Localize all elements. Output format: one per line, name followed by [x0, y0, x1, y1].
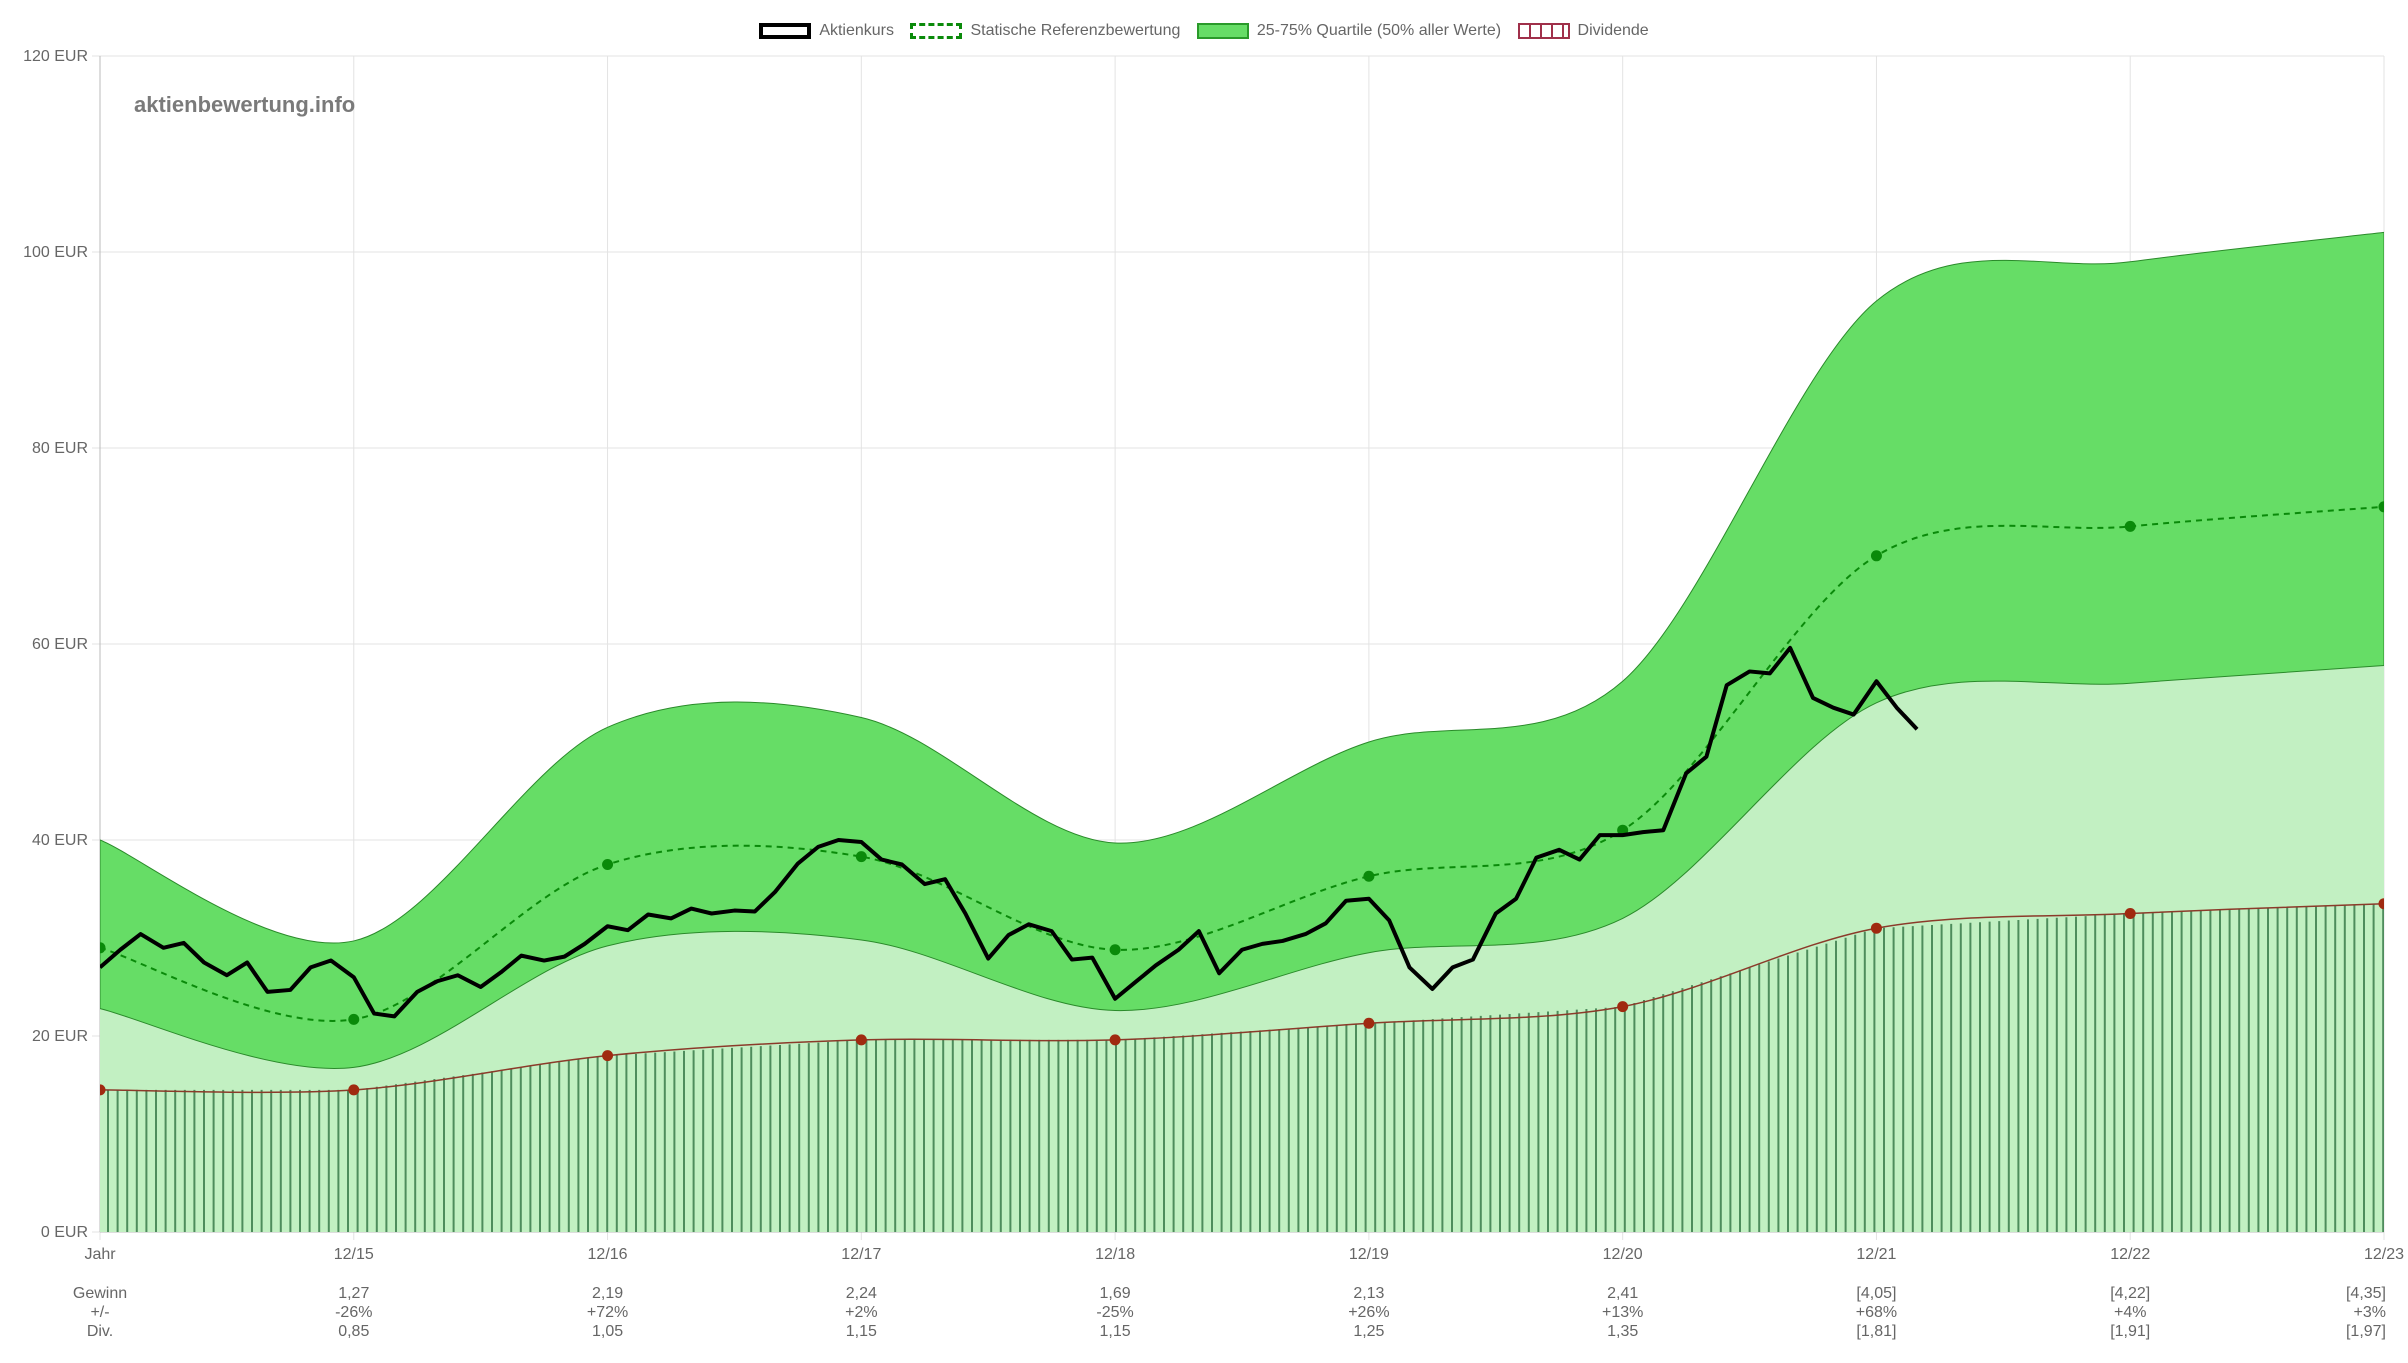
plot-area [100, 231, 2384, 1232]
legend-item-reference[interactable]: Statische Referenzbewertung [910, 22, 1180, 40]
footer-cell-div: 1,15 [1100, 1323, 1131, 1340]
y-tick-label: 80 EUR [32, 440, 88, 457]
footer-row-label: +/- [90, 1304, 109, 1321]
footer-cell-change: +72% [587, 1304, 628, 1321]
dividend-point [602, 1050, 614, 1062]
footer-row-label: Div. [87, 1323, 113, 1340]
footer-cell-change: +26% [1348, 1304, 1389, 1321]
y-tick-label: 20 EUR [32, 1028, 88, 1045]
dividend-line [100, 902, 2384, 1094]
dividend-point [1617, 1001, 1629, 1013]
x-tick-label: 12/17 [841, 1246, 881, 1263]
footer-cell-change: +3% [2354, 1304, 2386, 1321]
footer-cell-div: 1,15 [846, 1323, 877, 1340]
footer-cell-div: [1,81] [1856, 1323, 1896, 1340]
dividend-point [1109, 1034, 1121, 1046]
footer-cell-gewinn: 1,69 [1100, 1285, 1131, 1302]
x-axis: Jahr 12/15 12/16 12/17 12/18 12/19 12/20 12/21 1… [84, 1246, 2404, 1263]
y-axis: 0 EUR 20 EUR 40 EUR 60 EUR 80 EUR 100 EUR 120 … [23, 48, 88, 1241]
reference-line [100, 505, 2384, 1022]
footer-cell-change: -26% [335, 1304, 372, 1321]
legend-swatch-dividend [1517, 22, 1570, 39]
footer-table: Gewinn +/- Div. 1,27 -26% 0,85 2,19 +72% 1,05 2,2… [73, 1285, 2386, 1340]
dividend-point [1870, 922, 1882, 934]
footer-row-label: Gewinn [73, 1285, 127, 1302]
footer-cell-gewinn: 2,24 [846, 1285, 877, 1302]
footer-cell-div: [1,97] [2346, 1323, 2386, 1340]
reference-point [855, 851, 867, 863]
reference-point [1109, 944, 1121, 956]
dividend-point [2124, 908, 2136, 919]
footer-cell-change: +13% [1602, 1304, 1643, 1321]
reference-point [2378, 501, 2384, 513]
chart-legend: Aktienkurs Statische Referenzbewertung 2… [0, 22, 2408, 40]
x-tick-label: Jahr [84, 1246, 116, 1263]
footer-cell-gewinn: [4,35] [2346, 1285, 2386, 1302]
legend-label-reference: Statische Referenzbewertung [970, 22, 1181, 39]
footer-cell-gewinn: [4,05] [1856, 1285, 1896, 1302]
reference-point [602, 859, 614, 870]
dividend-point [348, 1084, 360, 1096]
legend-swatch-reference [910, 22, 963, 39]
reference-point [348, 1013, 360, 1025]
legend-item-quartile[interactable]: 25-75% Quartile (50% aller Werte) [1196, 22, 1502, 40]
lower-value-area [100, 665, 2384, 1232]
dividend-point [1363, 1017, 1375, 1029]
x-tick-label: 12/19 [1349, 1246, 1389, 1263]
x-tick-label: 12/22 [2110, 1246, 2150, 1263]
reference-point [1870, 550, 1882, 562]
y-tick-label: 40 EUR [32, 832, 88, 849]
footer-cell-change: +68% [1856, 1304, 1897, 1321]
watermark-logo: aktienbewertung.info [134, 92, 356, 117]
legend-item-dividend[interactable]: Dividende [1517, 22, 1649, 40]
legend-label-quartile: 25-75% Quartile (50% aller Werte) [1256, 22, 1502, 39]
dividend-point [2378, 898, 2384, 910]
footer-cell-change: +4% [2114, 1304, 2146, 1321]
y-tick-label: 120 EUR [23, 48, 88, 65]
footer-cell-gewinn: 1,27 [338, 1285, 369, 1302]
dividend-point [100, 1084, 106, 1096]
y-tick-label: 100 EUR [23, 244, 88, 261]
quartile-band [100, 231, 2384, 1069]
x-tick-label: 12/21 [1856, 1246, 1896, 1263]
x-tick-label: 12/15 [334, 1246, 374, 1263]
x-tick-label: 12/18 [1095, 1246, 1135, 1263]
reference-point [2124, 520, 2136, 532]
dividend-point [855, 1034, 867, 1046]
footer-cell-change: +2% [845, 1304, 877, 1321]
x-tick-label: 12/23 [2364, 1246, 2404, 1263]
footer-cell-div: [1,91] [2110, 1323, 2150, 1340]
footer-cell-gewinn: 2,41 [1607, 1285, 1638, 1302]
legend-label-dividend: Dividende [1577, 22, 1649, 39]
footer-cell-gewinn: [4,22] [2110, 1285, 2150, 1302]
footer-cell-change: -25% [1096, 1304, 1133, 1321]
legend-item-price[interactable]: Aktienkurs [759, 22, 894, 40]
y-tick-label: 60 EUR [32, 636, 88, 653]
legend-swatch-price [759, 22, 812, 39]
legend-label-price: Aktienkurs [819, 22, 895, 39]
footer-cell-div: 1,25 [1353, 1323, 1384, 1340]
footer-cell-gewinn: 2,19 [592, 1285, 623, 1302]
dividend-area [107, 903, 2384, 1232]
x-tick-label: 12/16 [588, 1246, 628, 1263]
reference-point [100, 942, 106, 954]
price-line [100, 645, 1919, 1019]
x-tick-label: 12/20 [1603, 1246, 1643, 1263]
reference-point [1363, 870, 1375, 882]
footer-cell-div: 1,05 [592, 1323, 623, 1340]
footer-cell-div: 0,85 [338, 1323, 369, 1340]
footer-cell-div: 1,35 [1607, 1323, 1638, 1340]
footer-cell-gewinn: 2,13 [1353, 1285, 1384, 1302]
legend-swatch-quartile [1196, 22, 1249, 39]
y-tick-label: 0 EUR [41, 1224, 88, 1241]
